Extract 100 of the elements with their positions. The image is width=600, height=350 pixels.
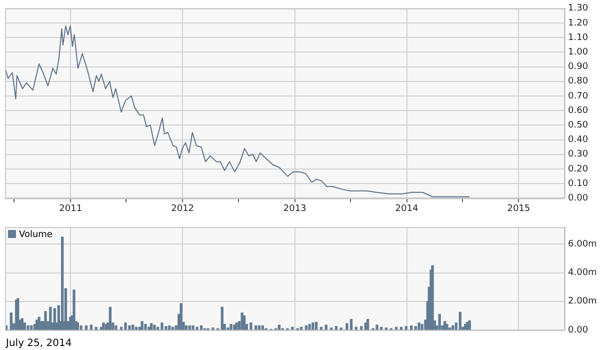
y-tick-label: 6.00m (568, 240, 597, 250)
bar (376, 324, 378, 330)
bar (261, 325, 264, 330)
bar (418, 322, 420, 330)
bar (61, 236, 64, 330)
y-tick-label: 0.30 (568, 150, 588, 160)
y-tick-label: 0.00 (568, 325, 588, 336)
bar (156, 326, 160, 330)
x-tick-label: 2013 (283, 204, 306, 214)
bar (120, 326, 123, 330)
bar (134, 326, 138, 330)
bar (404, 326, 408, 330)
y-tick-label: 0.10 (568, 178, 588, 189)
y-tick-label: 1.20 (568, 18, 588, 28)
bar (49, 306, 52, 330)
bar (254, 325, 258, 330)
x-tick-label: 2015 (507, 204, 530, 214)
y-tick-label: 0.90 (568, 62, 588, 72)
bar (334, 326, 338, 330)
bar (240, 312, 244, 330)
bar (150, 323, 153, 330)
y-tick-label: 1.00 (568, 48, 588, 58)
bar (164, 326, 168, 330)
y-tick-label: 0.80 (568, 76, 588, 87)
bar (124, 322, 127, 330)
bar (304, 325, 308, 330)
bar (230, 324, 232, 330)
bar (414, 326, 417, 330)
bar (400, 326, 403, 330)
y-tick-label: 0.40 (568, 135, 588, 146)
bar (38, 316, 40, 330)
bar (446, 324, 448, 330)
bar (84, 325, 88, 330)
bar (144, 324, 147, 330)
bar (180, 303, 182, 330)
y-tick-label: 0.50 (568, 120, 588, 131)
bar (20, 318, 24, 330)
bar (102, 322, 105, 330)
bar (380, 326, 383, 330)
bar (184, 325, 188, 330)
bar (410, 325, 413, 330)
bar (278, 324, 281, 330)
bar (220, 306, 224, 330)
y-tick-label: 0.60 (568, 106, 588, 116)
y-tick-label: 4.00m (568, 268, 597, 278)
bar (200, 325, 203, 330)
bar (160, 322, 164, 330)
bar (468, 320, 471, 330)
bar (114, 325, 118, 330)
bar (346, 323, 348, 330)
bar (458, 312, 462, 330)
legend-label: Volume (19, 230, 53, 240)
bar (291, 326, 294, 330)
y-tick-label: 0.70 (568, 91, 588, 102)
bar (366, 318, 370, 330)
bar (30, 325, 33, 330)
bar (148, 326, 150, 330)
bar (312, 322, 314, 330)
bar (324, 324, 328, 330)
bar (72, 290, 76, 330)
x-tick-label: 2012 (171, 204, 194, 214)
bar (188, 325, 191, 330)
bar (360, 326, 363, 330)
y-tick-label: 2.00m (568, 296, 597, 307)
bar (90, 324, 93, 330)
bar (192, 325, 194, 330)
y-tick-label: 1.30 (568, 4, 588, 14)
bar (431, 265, 434, 330)
bar (354, 326, 358, 330)
y-tick-label: 0.20 (568, 164, 588, 174)
bar (242, 315, 246, 330)
bar (171, 326, 174, 330)
y-tick-label: 1.10 (568, 32, 588, 43)
bar (394, 326, 398, 330)
bar (10, 312, 12, 330)
bar (350, 318, 353, 330)
y-tick-label: 0.00 (568, 194, 588, 204)
bar (94, 326, 98, 330)
bar (168, 325, 171, 330)
x-tick-label: 2014 (395, 204, 418, 214)
bar (153, 324, 156, 330)
bar (314, 322, 318, 330)
bar (108, 306, 112, 330)
bar (128, 325, 131, 330)
bar (80, 325, 82, 330)
bar (44, 311, 47, 330)
bar (140, 321, 144, 330)
bar (308, 324, 311, 330)
bar (438, 314, 441, 330)
text: July 25, 2014 (5, 338, 72, 349)
bar (250, 322, 252, 330)
bar (26, 325, 30, 330)
bar (300, 326, 303, 330)
bar (420, 324, 424, 330)
bar (258, 325, 261, 330)
x-tick-label: 2011 (59, 204, 82, 214)
bar (320, 326, 323, 330)
bar (132, 324, 134, 330)
bar (451, 325, 454, 330)
bar (196, 326, 198, 330)
